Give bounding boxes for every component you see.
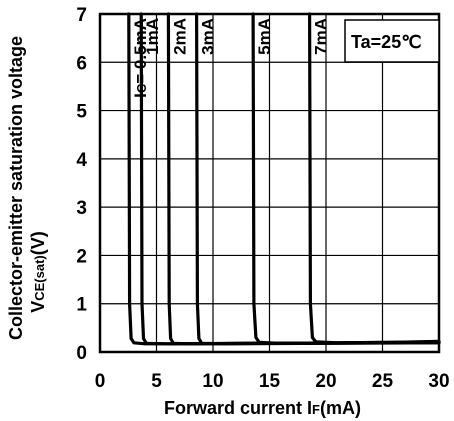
ta-annotation: Ta=25℃ (351, 32, 421, 52)
y-tick-label: 4 (76, 150, 87, 171)
series-label: 1mA (143, 18, 162, 55)
y-tick-label: 0 (76, 343, 87, 364)
series-line (308, 12, 441, 345)
x-axis-title: Forward current IF(mA) (164, 398, 361, 418)
x-tick-label: 30 (428, 371, 449, 392)
tick-labels: 0 5 10 15 20 25 30 0 1 2 3 4 5 6 7 (76, 5, 449, 392)
x-tick-label: 10 (202, 371, 223, 392)
curves (127, 12, 441, 346)
x-tick-label: 5 (151, 371, 162, 392)
series-label: 5mA (255, 18, 274, 55)
y-tick-label: 1 (76, 295, 87, 316)
y-tick-label: 2 (76, 246, 87, 267)
ta-annotation-box (344, 19, 440, 63)
grid (100, 14, 439, 352)
series-line (251, 12, 441, 345)
x-tick-label: 0 (95, 371, 106, 392)
series-line (127, 12, 441, 346)
y-tick-label: 7 (76, 5, 87, 26)
series-line (166, 12, 441, 346)
series-label: 2mA (170, 18, 189, 55)
plot-frame (98, 12, 441, 354)
series-label: 7mA (312, 18, 331, 55)
y-tick-label: 5 (76, 102, 87, 123)
x-tick-label: 15 (259, 371, 281, 392)
ta-box: Ta=25℃ (344, 19, 440, 63)
x-tick-label: 20 (315, 371, 336, 392)
y-axis-title-line2: VCE(sat)(V) (28, 231, 48, 313)
y-tick-label: 6 (76, 53, 87, 74)
series-label: 3mA (199, 18, 218, 55)
x-tick-label: 25 (372, 371, 394, 392)
series-line (195, 12, 441, 346)
y-axis-title-line1: Collector-emitter saturation voltage (6, 36, 26, 340)
series-line (139, 12, 441, 346)
series-label: IC= 0.5mA (131, 18, 150, 98)
y-tick-label: 3 (76, 198, 87, 219)
